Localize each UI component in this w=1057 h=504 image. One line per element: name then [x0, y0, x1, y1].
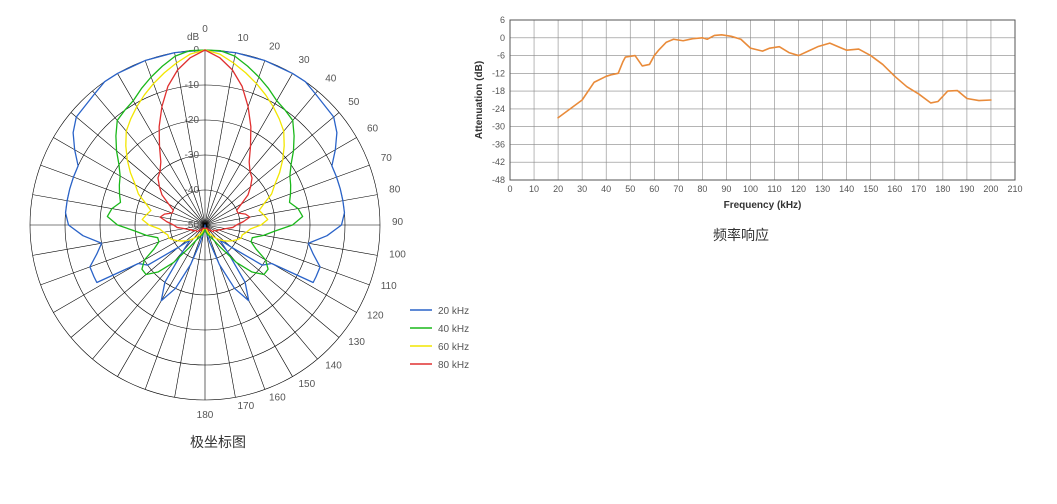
svg-text:30: 30: [299, 55, 311, 66]
svg-text:60: 60: [367, 124, 379, 135]
line-chart: 0102030405060708090100110120130140150160…: [470, 0, 1040, 230]
svg-text:70: 70: [381, 153, 393, 164]
svg-text:90: 90: [392, 217, 404, 228]
polar-title: 极坐标图: [190, 432, 246, 452]
svg-text:160: 160: [269, 393, 286, 404]
svg-text:30: 30: [577, 184, 587, 194]
svg-text:80: 80: [697, 184, 707, 194]
svg-text:170: 170: [237, 401, 254, 412]
svg-text:-10: -10: [185, 80, 200, 91]
svg-text:50: 50: [348, 97, 360, 108]
svg-text:-36: -36: [492, 139, 505, 149]
svg-text:200: 200: [983, 184, 998, 194]
svg-text:70: 70: [673, 184, 683, 194]
svg-text:40: 40: [601, 184, 611, 194]
svg-text:210: 210: [1007, 184, 1022, 194]
svg-text:90: 90: [721, 184, 731, 194]
svg-text:130: 130: [348, 337, 365, 348]
svg-text:170: 170: [911, 184, 926, 194]
svg-text:150: 150: [863, 184, 878, 194]
svg-text:0: 0: [500, 33, 505, 43]
svg-text:10: 10: [529, 184, 539, 194]
svg-text:0: 0: [202, 24, 208, 35]
svg-text:120: 120: [791, 184, 806, 194]
svg-text:190: 190: [959, 184, 974, 194]
svg-text:120: 120: [367, 311, 384, 322]
svg-text:-48: -48: [492, 175, 505, 185]
svg-text:140: 140: [839, 184, 854, 194]
svg-text:40: 40: [325, 74, 337, 85]
svg-text:dB: dB: [187, 32, 200, 43]
svg-text:50: 50: [625, 184, 635, 194]
svg-text:-18: -18: [492, 86, 505, 96]
svg-text:-6: -6: [497, 51, 505, 61]
svg-text:-24: -24: [492, 104, 505, 114]
svg-text:-42: -42: [492, 157, 505, 167]
svg-text:100: 100: [389, 249, 406, 260]
svg-text:-30: -30: [492, 122, 505, 132]
svg-text:60 kHz: 60 kHz: [438, 342, 469, 353]
svg-text:100: 100: [743, 184, 758, 194]
svg-text:10: 10: [237, 33, 249, 44]
svg-text:60: 60: [649, 184, 659, 194]
svg-text:80 kHz: 80 kHz: [438, 360, 469, 371]
svg-text:140: 140: [325, 360, 342, 371]
svg-text:80: 80: [389, 185, 401, 196]
svg-text:0: 0: [507, 184, 512, 194]
line-title: 频率响应: [713, 225, 769, 245]
svg-text:180: 180: [197, 410, 214, 421]
svg-text:110: 110: [767, 184, 781, 194]
svg-text:160: 160: [887, 184, 902, 194]
svg-text:-40: -40: [185, 185, 200, 196]
svg-text:20 kHz: 20 kHz: [438, 306, 469, 317]
svg-text:20: 20: [553, 184, 563, 194]
svg-text:130: 130: [815, 184, 830, 194]
svg-text:180: 180: [935, 184, 950, 194]
svg-text:110: 110: [381, 281, 397, 292]
svg-text:-20: -20: [185, 115, 200, 126]
svg-text:6: 6: [500, 15, 505, 25]
svg-text:150: 150: [299, 379, 316, 390]
polar-chart: 0 10 20 30 40 50 60 70 80 90 100 110 120 130 140 150 160…: [0, 0, 500, 430]
page-root: 0102030405060708090100110120130140150160…: [0, 0, 1057, 504]
svg-text:-30: -30: [185, 150, 200, 161]
svg-text:-12: -12: [492, 68, 505, 78]
svg-text:Attenuation (dB): Attenuation (dB): [474, 61, 485, 139]
svg-text:Frequency (kHz): Frequency (kHz): [724, 200, 802, 211]
svg-text:40 kHz: 40 kHz: [438, 324, 469, 335]
svg-text:20: 20: [269, 41, 281, 52]
